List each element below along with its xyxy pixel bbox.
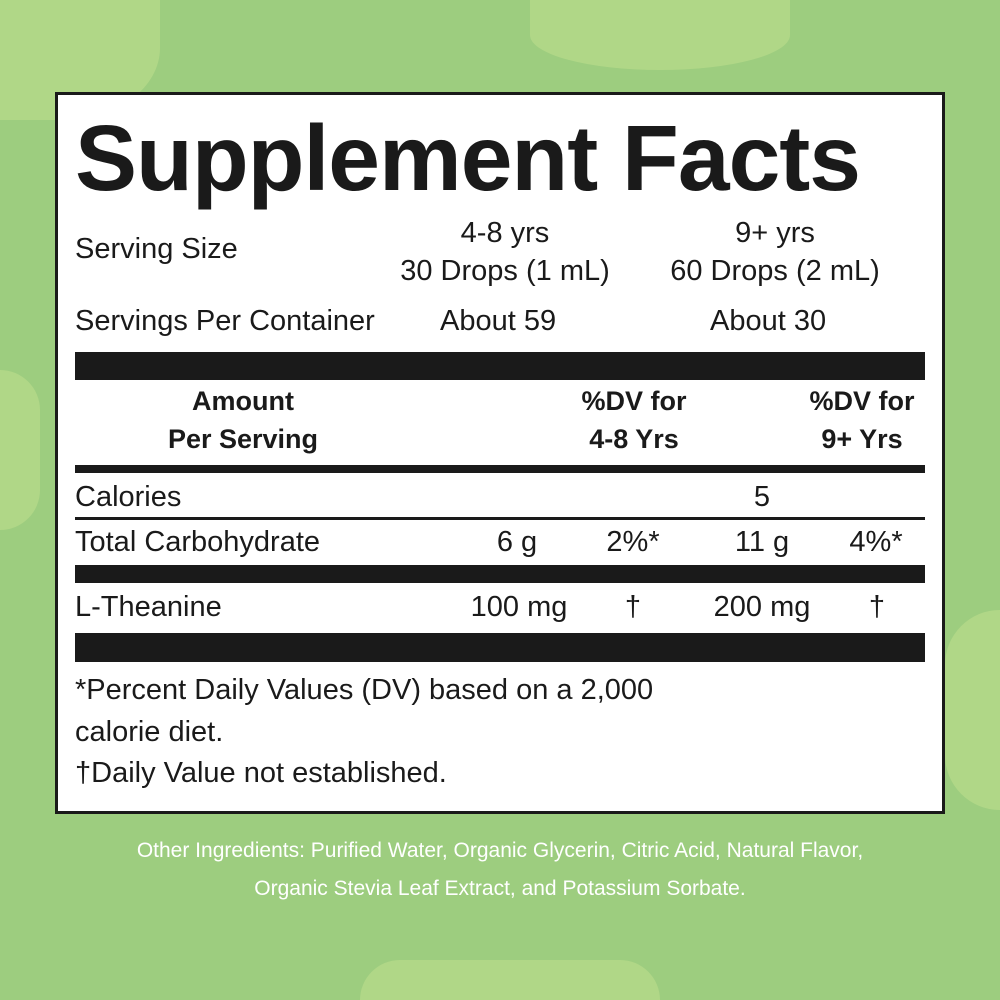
row-carb-dv1: 2%* — [606, 526, 660, 558]
header-dv1: %DV for — [581, 386, 687, 416]
serving-size-label: Serving Size — [75, 233, 238, 265]
row-carb-name: Total Carbohydrate — [75, 526, 321, 558]
fruit-illustration — [945, 610, 1000, 810]
serving-col1-size: 30 Drops (1 mL) — [400, 255, 610, 287]
row-carb-amt1: 6 g — [496, 526, 538, 558]
other-ingredients-line1: Other Ingredients: Purified Water, Organ… — [136, 839, 864, 862]
serving-col2-size: 60 Drops (2 mL) — [670, 255, 880, 287]
footnote-dv: *Percent Daily Values (DV) based on a 2,… — [75, 674, 654, 706]
divider-thin — [75, 517, 925, 520]
divider-thick — [75, 565, 925, 583]
servings-col2: About 30 — [710, 305, 827, 337]
divider-thick — [75, 633, 925, 662]
divider-medium — [75, 465, 925, 473]
serving-col1-age: 4-8 yrs — [460, 217, 550, 249]
header-dv2: %DV for — [809, 386, 915, 416]
row-theanine-name: L-Theanine — [75, 591, 222, 623]
row-carb-dv2: 4%* — [849, 526, 903, 558]
row-calories-value: 5 — [753, 481, 771, 513]
header-amount: Amount — [192, 386, 294, 416]
supplement-facts-panel — [55, 92, 945, 814]
footnote-dv-cont: calorie diet. — [75, 716, 224, 748]
row-theanine-amt2: 200 mg — [713, 591, 811, 623]
other-ingredients-line2: Organic Stevia Leaf Extract, and Potassi… — [254, 877, 746, 900]
servings-col1: About 59 — [440, 305, 557, 337]
fruit-illustration — [360, 960, 660, 1000]
footnote-dagger: †Daily Value not established. — [75, 757, 447, 789]
row-theanine-dv2: † — [868, 591, 886, 623]
leaf-illustration — [530, 0, 790, 70]
fruit-illustration — [0, 370, 40, 530]
divider-thick — [75, 352, 925, 380]
servings-per-container-label: Servings Per Container — [75, 305, 375, 337]
header-dv2-age: 9+ Yrs — [821, 424, 903, 454]
page-title: Supplement Facts — [75, 106, 861, 210]
header-dv1-age: 4-8 Yrs — [589, 424, 679, 454]
header-per-serving: Per Serving — [167, 424, 319, 454]
row-theanine-amt1: 100 mg — [470, 591, 568, 623]
row-carb-amt2: 11 g — [734, 526, 790, 558]
row-theanine-dv1: † — [624, 591, 642, 623]
serving-col2-age: 9+ yrs — [735, 217, 815, 249]
row-calories-name: Calories — [75, 481, 182, 513]
